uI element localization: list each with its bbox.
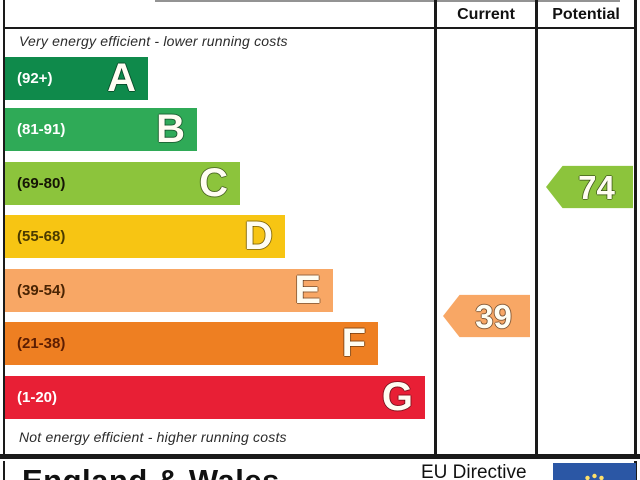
table-border-bottom [0, 454, 640, 459]
band-e: (39-54) E [5, 269, 333, 312]
band-c-range: (69-80) [17, 175, 66, 192]
band-c-letter: C [199, 160, 228, 205]
band-a-letter: A [107, 55, 136, 100]
band-f-letter: F [341, 320, 366, 365]
footer-border-left [3, 461, 5, 480]
potential-rating-value: 74 [578, 168, 615, 206]
potential-column-divider [535, 0, 538, 456]
band-e-letter: E [294, 267, 321, 312]
band-a-range: (92+) [17, 70, 53, 87]
potential-rating-arrow: 74 [546, 165, 633, 209]
potential-column-header: Potential [552, 6, 620, 23]
region-label: England & Wales [22, 463, 280, 480]
current-column-divider [434, 0, 437, 456]
current-column-header: Current [457, 6, 515, 23]
eu-flag-icon [553, 463, 636, 480]
table-border-right [634, 0, 637, 456]
band-e-range: (39-54) [17, 282, 66, 299]
band-g: (1-20) G [5, 376, 425, 419]
top-edge-artifact [155, 0, 620, 2]
band-c: (69-80) C [5, 162, 240, 205]
band-a: (92+) A [5, 57, 148, 100]
current-rating-arrow: 39 [443, 294, 530, 338]
band-d-letter: D [244, 213, 273, 258]
bottom-caption: Not energy efficient - higher running co… [19, 429, 287, 445]
header-divider-line [3, 27, 637, 29]
eu-directive-label: EU Directive [421, 462, 527, 480]
band-b-letter: B [156, 106, 185, 151]
band-d-range: (55-68) [17, 228, 66, 245]
band-f: (21-38) F [5, 322, 378, 365]
band-b-range: (81-91) [17, 121, 66, 138]
band-b: (81-91) B [5, 108, 197, 151]
band-f-range: (21-38) [17, 335, 66, 352]
top-caption: Very energy efficient - lower running co… [19, 33, 288, 49]
band-d: (55-68) D [5, 215, 285, 258]
band-g-range: (1-20) [17, 389, 58, 406]
band-g-letter: G [381, 374, 413, 419]
current-rating-value: 39 [475, 297, 512, 335]
table-border-left [3, 0, 5, 456]
